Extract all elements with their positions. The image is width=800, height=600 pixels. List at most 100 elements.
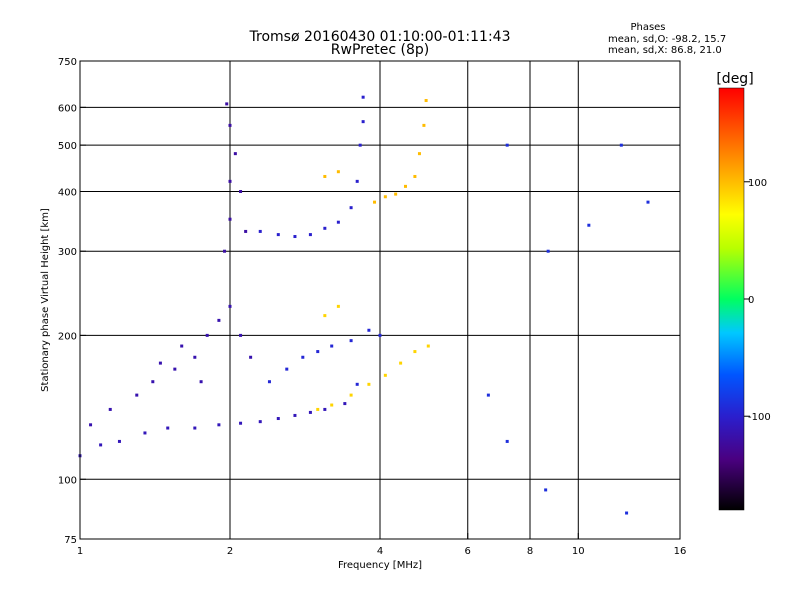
data-point (239, 421, 243, 425)
data-point (308, 233, 312, 237)
data-point (349, 393, 353, 397)
data-point (505, 143, 509, 147)
data-point (413, 174, 417, 178)
data-point (358, 143, 362, 147)
colorbar-tick-label: -100 (748, 412, 771, 423)
data-point (276, 233, 280, 237)
data-point (158, 361, 162, 365)
data-point (135, 393, 139, 397)
data-point (285, 367, 289, 371)
data-point (308, 410, 312, 414)
x-axis-label: Frequency [MHz] (338, 560, 422, 571)
x-tick-label: 16 (674, 546, 687, 557)
x-tick-label: 10 (572, 546, 585, 557)
axis-ticks: 1 2 4 6 8 10 16 75 100 200 300 400 500 600 750 (58, 57, 686, 557)
data-point (143, 431, 147, 435)
data-point (89, 423, 93, 427)
data-point (249, 355, 253, 359)
data-point (625, 511, 629, 515)
data-point (343, 402, 347, 406)
data-point (225, 102, 229, 106)
data-point (646, 200, 650, 204)
data-point (323, 174, 327, 178)
data-point (316, 407, 320, 411)
data-point (323, 226, 327, 230)
data-point (293, 413, 297, 417)
data-point (180, 344, 184, 348)
data-point (193, 426, 197, 430)
colorbar-label: [deg] (716, 71, 753, 87)
data-point (166, 426, 170, 430)
data-point (239, 333, 243, 337)
x-tick-label: 2 (227, 546, 233, 557)
chart-subtitle: RwPretec (8p) (331, 42, 429, 58)
stats-o-mode: mean, sd,O: -98.2, 15.7 (608, 34, 726, 45)
data-point (424, 99, 428, 103)
data-point (330, 344, 334, 348)
data-point (383, 195, 387, 199)
data-point (228, 217, 232, 221)
data-point (228, 179, 232, 183)
data-point (276, 417, 280, 421)
data-point (349, 339, 353, 343)
data-point (173, 367, 177, 371)
y-tick-label: 200 (58, 331, 77, 342)
x-tick-label: 6 (465, 546, 471, 557)
data-point (367, 328, 371, 332)
data-point (383, 373, 387, 377)
data-point (367, 382, 371, 386)
data-point (505, 439, 509, 443)
data-point (336, 304, 340, 308)
y-tick-label: 300 (58, 247, 77, 258)
data-point (422, 123, 426, 127)
y-tick-label: 75 (64, 535, 77, 546)
data-point (223, 249, 227, 253)
chart-title: Tromsø 20160430 01:10:00-01:11:43 (249, 29, 511, 45)
data-point (258, 229, 262, 233)
data-point (544, 488, 548, 492)
data-point (239, 189, 243, 193)
data-point (546, 249, 550, 253)
data-point (193, 355, 197, 359)
colorbar (718, 87, 745, 511)
data-point (378, 333, 382, 337)
data-point (228, 304, 232, 308)
data-point (403, 184, 407, 188)
data-point (399, 361, 403, 365)
data-point (413, 350, 417, 354)
data-point (217, 423, 221, 427)
data-point (199, 380, 203, 384)
data-point (336, 220, 340, 224)
y-tick-label: 100 (58, 475, 77, 486)
data-point (426, 344, 430, 348)
data-point (323, 314, 327, 318)
data-point (151, 380, 155, 384)
data-point (330, 403, 334, 407)
data-point (301, 355, 305, 359)
data-point (619, 143, 623, 147)
stats-heading: Phases (630, 22, 665, 33)
data-point (486, 393, 490, 397)
data-points (78, 95, 650, 515)
grid-lines (80, 61, 680, 539)
data-point (205, 333, 209, 337)
y-tick-label: 500 (58, 141, 77, 152)
data-point (417, 152, 421, 156)
data-point (323, 407, 327, 411)
data-point (258, 420, 262, 424)
y-tick-label: 600 (58, 103, 77, 114)
x-tick-label: 8 (527, 546, 533, 557)
data-point (233, 152, 237, 156)
colorbar-tick-label: 0 (748, 295, 754, 306)
data-point (361, 95, 365, 99)
data-point (267, 380, 271, 384)
data-point (228, 123, 232, 127)
data-point (293, 235, 297, 239)
stats-x-mode: mean, sd,X: 86.8, 21.0 (608, 45, 722, 56)
colorbar-ticks: 100 0 -100 (744, 178, 771, 423)
data-point (355, 179, 359, 183)
data-point (373, 200, 377, 204)
y-tick-label: 400 (58, 187, 77, 198)
data-point (108, 407, 112, 411)
